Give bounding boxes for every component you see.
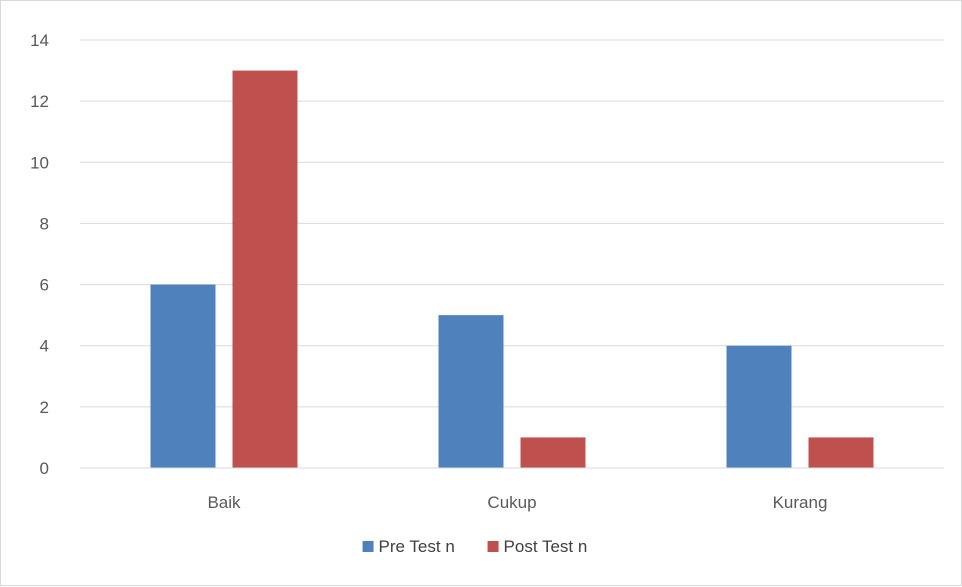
legend-label: Post Test n [504,537,588,556]
x-category-label: Cukup [487,493,536,512]
bars [150,70,874,469]
y-tick-label: 14 [30,31,49,50]
x-category-label: Baik [207,493,241,512]
y-tick-label: 2 [40,398,49,417]
gridlines [80,39,944,408]
x-category-label: Kurang [773,493,828,512]
y-tick-label: 12 [30,92,49,111]
y-tick-label: 0 [40,459,49,478]
bar-pre-test-n-kurang [726,345,792,468]
bar-post-test-n-cukup [520,437,586,468]
x-axis-category-labels: Baik Cukup Kurang [207,493,827,512]
bar-post-test-n-kurang [808,437,874,468]
bar-pre-test-n-cukup [438,315,504,468]
bar-pre-test-n-baik [150,284,216,468]
y-tick-label: 6 [40,276,49,295]
bar-post-test-n-baik [232,70,298,469]
y-axis-tick-labels: 0 2 4 6 8 10 12 14 [30,31,49,478]
y-tick-label: 10 [30,153,49,172]
y-tick-label: 8 [40,214,49,233]
legend-swatch [487,541,499,552]
legend-swatch [362,541,374,552]
legend: Pre Test n Post Test n [362,537,588,556]
y-tick-label: 4 [40,337,49,356]
legend-label: Pre Test n [379,537,455,556]
